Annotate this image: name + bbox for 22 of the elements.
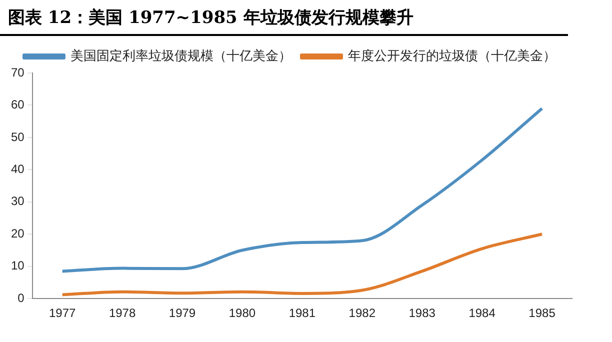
y-tick-label: 20: [10, 226, 25, 240]
x-tick-label: 1982: [348, 306, 376, 320]
x-tick-label: 1980: [228, 306, 256, 320]
line-series: [60, 106, 544, 273]
x-tick-label: 1985: [528, 306, 556, 320]
y-tick-label: 40: [10, 162, 25, 176]
line-series: [60, 232, 544, 296]
chart-title: 图表 12：美国 1977~1985 年垃圾债发行规模攀升: [0, 0, 568, 36]
y-tick-label: 60: [10, 98, 25, 112]
y-tick-label: 10: [10, 258, 25, 273]
y-tick-label: 70: [10, 65, 25, 80]
x-tick-label: 1981: [288, 306, 316, 320]
x-tick-label: 1983: [408, 306, 436, 320]
y-tick-label: 0: [18, 290, 25, 305]
x-tick-label: 1978: [108, 306, 136, 320]
y-tick-label: 30: [10, 194, 25, 208]
x-tick-label: 1977: [48, 306, 76, 320]
x-tick-label: 1979: [168, 306, 196, 320]
legend-label: 年度公开发行的垃圾债（十亿美金）: [348, 48, 556, 64]
legend-label: 美国固定利率垃圾债规模（十亿美金）: [70, 48, 292, 64]
y-tick-label: 50: [10, 130, 25, 144]
x-tick-label: 1984: [468, 306, 496, 320]
